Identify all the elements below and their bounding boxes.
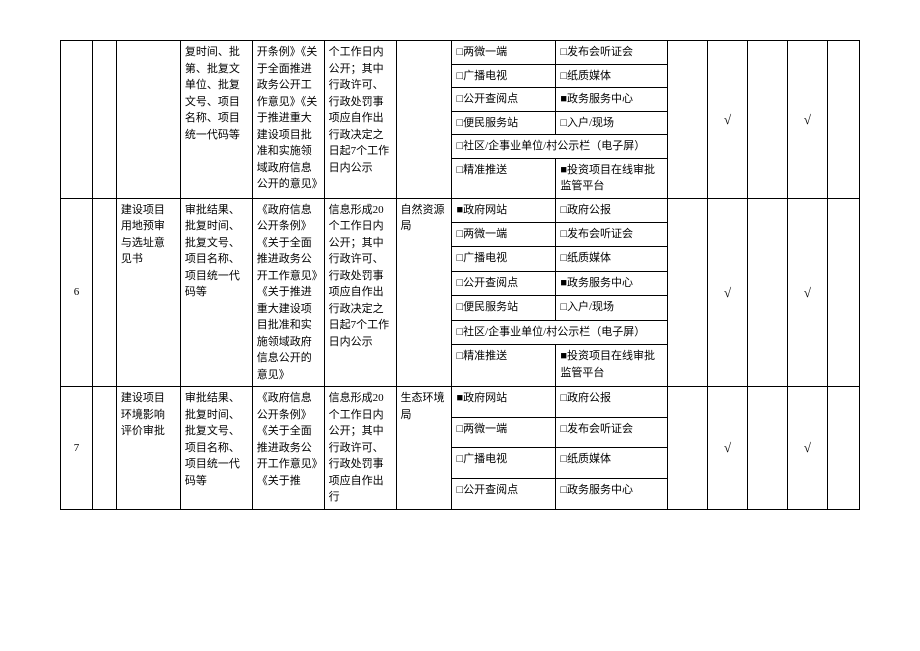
cell-basis: 开条例》《关于全面推进政务公开工作意见》《关于推进重大建设项目批准和实施领域政府… [252, 41, 324, 199]
cell-item [116, 41, 180, 199]
cell-item: 建设项目用地预审与选址意见书 [116, 198, 180, 387]
cell-num [61, 41, 93, 199]
cell-channel-b: □纸质媒体 [556, 448, 668, 479]
cell-check [827, 387, 859, 510]
cell-channel-a: □便民服务站 [452, 111, 556, 135]
cell-channel-a: ■政府网站 [452, 387, 556, 418]
cell-channel-a: □广播电视 [452, 448, 556, 479]
cell-channel-b: ■投资项目在线审批监管平台 [556, 158, 668, 198]
cell-channel-b: □发布会听证会 [556, 417, 668, 448]
table-row: 6 建设项目用地预审与选址意见书 审批结果、批复时间、批复文号、项目名称、项目统… [61, 198, 860, 222]
cell-time: 信息形成20个工作日内公开；其中行政许可、行政处罚事项应自作出行政决定之日起7个… [324, 198, 396, 387]
cell-check [668, 387, 708, 510]
cell-channel-a: □便民服务站 [452, 296, 556, 320]
cell-content: 复时间、批第、批复文单位、批复文号、项目名称、项目统一代码等 [180, 41, 252, 199]
cell-blank [92, 387, 116, 510]
cell-num: 6 [61, 198, 93, 387]
cell-basis: 《政府信息公开条例》《关于全面推进政务公开工作意见》《关于推进重大建设项目批准和… [252, 198, 324, 387]
cell-check [748, 41, 788, 199]
cell-channel-a: □公开查阅点 [452, 271, 556, 295]
cell-channel-b: □政府公报 [556, 387, 668, 418]
cell-check [748, 198, 788, 387]
cell-channel-a: □两微一端 [452, 417, 556, 448]
cell-check: √ [708, 41, 748, 199]
cell-channel-b: □入户/现场 [556, 296, 668, 320]
table-row: 7 建设项目环境影响评价审批 审批结果、批复时间、批复文号、项目名称、项目统一代… [61, 387, 860, 418]
cell-check [827, 41, 859, 199]
cell-check [827, 198, 859, 387]
cell-channel-a: □广播电视 [452, 247, 556, 271]
cell-dept: 生态环境局 [396, 387, 452, 510]
cell-channel-b: □纸质媒体 [556, 247, 668, 271]
cell-content: 审批结果、批复时间、批复文号、项目名称、项目统一代码等 [180, 198, 252, 387]
cell-check [668, 41, 708, 199]
cell-check: √ [788, 387, 828, 510]
cell-num: 7 [61, 387, 93, 510]
cell-channel-a: □公开查阅点 [452, 88, 556, 112]
disclosure-table: 复时间、批第、批复文单位、批复文号、项目名称、项目统一代码等 开条例》《关于全面… [60, 40, 860, 510]
cell-channel-b: ■政务服务中心 [556, 88, 668, 112]
cell-channel-b: ■投资项目在线审批监管平台 [556, 345, 668, 387]
cell-check: √ [708, 198, 748, 387]
cell-content: 审批结果、批复时间、批复文号、项目名称、项目统一代码等 [180, 387, 252, 510]
table-row: 复时间、批第、批复文单位、批复文号、项目名称、项目统一代码等 开条例》《关于全面… [61, 41, 860, 65]
cell-channel-a: □两微一端 [452, 222, 556, 246]
cell-basis: 《政府信息公开条例》《关于全面推进政务公开工作意见》《关于推 [252, 387, 324, 510]
cell-channel-b: ■政务服务中心 [556, 271, 668, 295]
cell-channel-a: □两微一端 [452, 41, 556, 65]
cell-channel-a: ■政府网站 [452, 198, 556, 222]
cell-channel-wide: □社区/企事业单位/村公示栏（电子屏） [452, 320, 668, 344]
cell-item: 建设项目环境影响评价审批 [116, 387, 180, 510]
cell-time: 信息形成20个工作日内公开；其中行政许可、行政处罚事项应自作出行 [324, 387, 396, 510]
cell-blank [92, 198, 116, 387]
cell-dept: 自然资源局 [396, 198, 452, 387]
cell-channel-wide: □社区/企事业单位/村公示栏（电子屏） [452, 135, 668, 159]
cell-channel-b: □发布会听证会 [556, 41, 668, 65]
cell-channel-b: □纸质媒体 [556, 64, 668, 88]
cell-channel-b: □政府公报 [556, 198, 668, 222]
cell-dept [396, 41, 452, 199]
cell-channel-a: □精准推送 [452, 345, 556, 387]
cell-blank [92, 41, 116, 199]
cell-check [748, 387, 788, 510]
cell-channel-b: □发布会听证会 [556, 222, 668, 246]
cell-channel-a: □广播电视 [452, 64, 556, 88]
cell-channel-b: □政务服务中心 [556, 478, 668, 509]
cell-channel-a: □精准推送 [452, 158, 556, 198]
cell-channel-a: □公开查阅点 [452, 478, 556, 509]
cell-time: 个工作日内公开；其中行政许可、行政处罚事项应自作出行政决定之日起7个工作日内公示 [324, 41, 396, 199]
cell-check: √ [788, 41, 828, 199]
cell-channel-b: □入户/现场 [556, 111, 668, 135]
cell-check: √ [788, 198, 828, 387]
cell-check: √ [708, 387, 748, 510]
cell-check [668, 198, 708, 387]
